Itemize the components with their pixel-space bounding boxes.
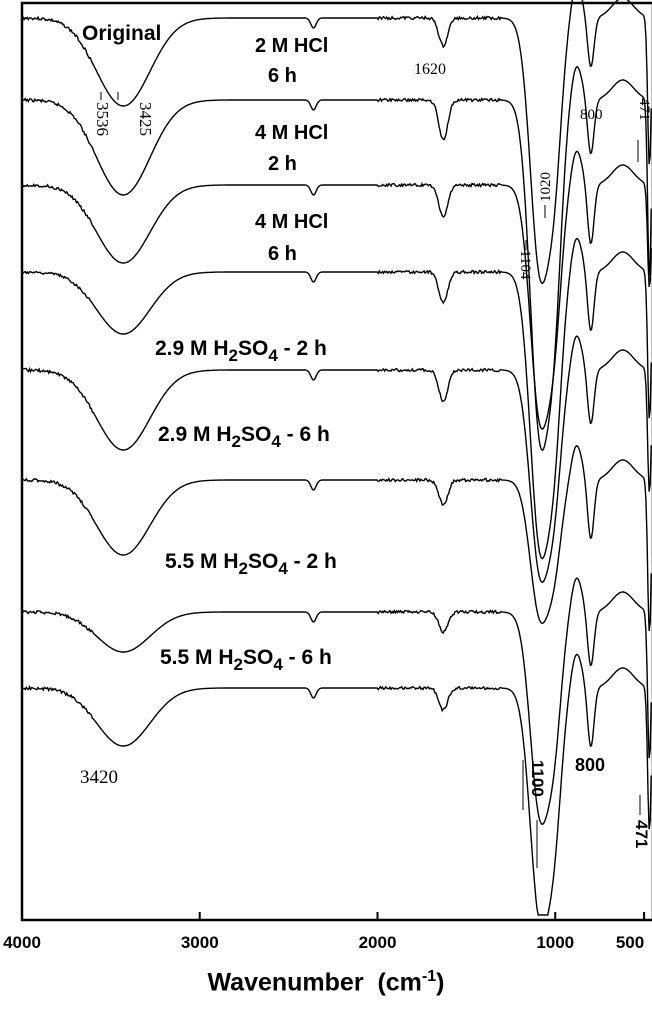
label-4m-hcl-6h-time: 6 h bbox=[268, 243, 297, 265]
label-sub: 4 bbox=[278, 559, 288, 578]
peak-label-1100: 1100 bbox=[528, 760, 547, 797]
spectrum-line bbox=[21, 66, 652, 452]
spectrum-line bbox=[22, 335, 652, 584]
peak-label-800-bot: 800 bbox=[575, 755, 605, 775]
plot-frame bbox=[20, 1, 652, 922]
label-29m-h2so4-6h: 2.9 M H2SO4 - 6 h bbox=[158, 423, 330, 451]
peak-label-1620: 1620 bbox=[414, 61, 446, 78]
label-sub: 2 bbox=[232, 432, 241, 451]
x-tick-label: 500 bbox=[616, 933, 644, 952]
x-tick-label: 2000 bbox=[359, 933, 397, 952]
label-4m-hcl-2h: 4 M HCl bbox=[255, 122, 328, 144]
label-2m-hcl: 2 M HCl bbox=[255, 35, 328, 57]
label-part: - 2 h bbox=[288, 550, 337, 573]
x-axis-unit-exp: -1 bbox=[421, 968, 437, 985]
spectrum-line bbox=[21, 237, 652, 560]
peak-label-3425: 3425 bbox=[136, 102, 155, 136]
spectrum-line bbox=[21, 444, 652, 632]
label-29m-h2so4-2h: 2.9 M H2SO4 - 2 h bbox=[155, 337, 327, 365]
peak-label-3536: 3536 bbox=[93, 102, 112, 136]
label-part: SO bbox=[238, 337, 268, 360]
peak-label-471-bot: 471 bbox=[632, 820, 651, 848]
x-axis-label-text: Wavenumber bbox=[207, 968, 364, 997]
label-part: 5.5 M H bbox=[165, 550, 239, 573]
label-2m-hcl-time: 6 h bbox=[268, 65, 297, 87]
spectrum-line bbox=[21, 653, 652, 916]
label-55m-h2so4-2h: 5.5 M H2SO4 - 2 h bbox=[165, 550, 337, 578]
x-axis-unit: cm bbox=[385, 968, 422, 997]
peak-label-471-top: 471 bbox=[636, 98, 652, 121]
label-sub: 2 bbox=[239, 559, 248, 578]
label-original: Original bbox=[82, 22, 161, 45]
spectrum-line bbox=[21, 150, 652, 430]
x-ticks-group: 4000 3000 2000 1000 500 bbox=[3, 912, 646, 952]
label-part: 2.9 M H bbox=[158, 423, 232, 446]
x-tick-label: 1000 bbox=[536, 933, 574, 952]
label-4m-hcl-2h-time: 2 h bbox=[268, 153, 297, 175]
label-part: 5.5 M H bbox=[160, 646, 234, 669]
peak-label-1104: 1104 bbox=[517, 250, 533, 280]
peak-label-1020: 1020 bbox=[538, 172, 554, 202]
label-part: - 6 h bbox=[281, 423, 330, 446]
label-part: SO bbox=[243, 646, 273, 669]
label-part: - 2 h bbox=[278, 337, 327, 360]
x-axis-label: Wavenumber (cm-1) bbox=[207, 968, 445, 997]
label-sub: 4 bbox=[271, 432, 281, 451]
label-part: - 6 h bbox=[283, 646, 332, 669]
label-sub: 2 bbox=[234, 655, 243, 674]
label-part: SO bbox=[248, 550, 278, 573]
spectrum-line bbox=[21, 0, 652, 285]
x-tick-label: 3000 bbox=[181, 933, 219, 952]
peak-label-800-top: 800 bbox=[580, 107, 603, 123]
label-part: 2.9 M H bbox=[155, 337, 229, 360]
label-55m-h2so4-6h: 5.5 M H2SO4 - 6 h bbox=[160, 646, 332, 674]
peak-label-3420: 3420 bbox=[80, 767, 118, 788]
label-sub: 4 bbox=[273, 655, 283, 674]
label-4m-hcl-6h: 4 M HCl bbox=[255, 211, 328, 233]
x-tick-label: 4000 bbox=[3, 933, 41, 952]
spectra-group bbox=[21, 0, 652, 916]
label-sub: 4 bbox=[268, 346, 278, 365]
label-part: SO bbox=[241, 423, 271, 446]
label-sub: 2 bbox=[229, 346, 238, 365]
spectrum-line bbox=[21, 577, 652, 826]
